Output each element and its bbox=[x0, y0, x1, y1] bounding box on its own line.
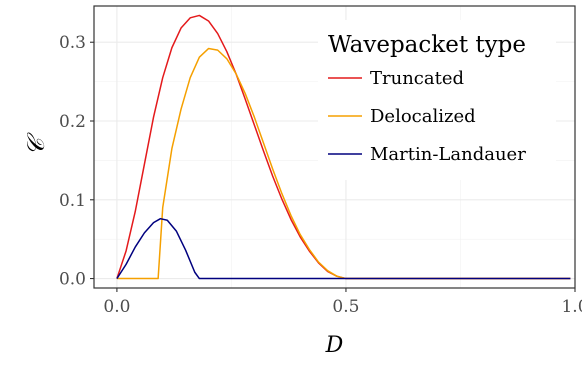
y-tick-label: 0.1 bbox=[59, 191, 86, 211]
x-axis-label: D bbox=[325, 333, 344, 358]
y-tick-label: 0.3 bbox=[59, 33, 86, 53]
legend-items: Truncated Delocalized Martin-Landauer bbox=[328, 68, 526, 165]
x-tick-label: 1.0 bbox=[561, 297, 582, 317]
legend-title: Wavepacket type bbox=[328, 32, 526, 58]
series-line-martin-landauer bbox=[116, 217, 571, 280]
y-tick-label: 0.0 bbox=[59, 270, 86, 290]
legend: Wavepacket type Truncated Delocalized Mart… bbox=[318, 20, 556, 180]
legend-item-label: Truncated bbox=[370, 68, 464, 89]
series-layer bbox=[116, 14, 571, 280]
y-axis: 0.0 0.1 0.2 0.3 bbox=[59, 33, 94, 290]
legend-item-label: Delocalized bbox=[370, 106, 476, 127]
x-tick-label: 0.5 bbox=[332, 297, 359, 317]
x-tick-label: 0.0 bbox=[103, 297, 130, 317]
legend-item-label: Martin-Landauer bbox=[370, 144, 526, 165]
y-axis-label: 𝒞 bbox=[22, 132, 50, 156]
plot-panel-border bbox=[93, 5, 576, 289]
y-tick-label: 0.2 bbox=[59, 112, 86, 132]
x-axis: 0.0 0.5 1.0 bbox=[103, 288, 582, 317]
